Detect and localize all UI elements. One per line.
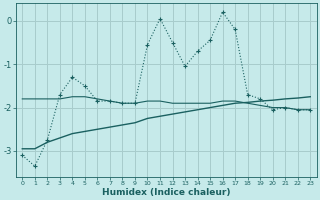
X-axis label: Humidex (Indice chaleur): Humidex (Indice chaleur) <box>102 188 230 197</box>
